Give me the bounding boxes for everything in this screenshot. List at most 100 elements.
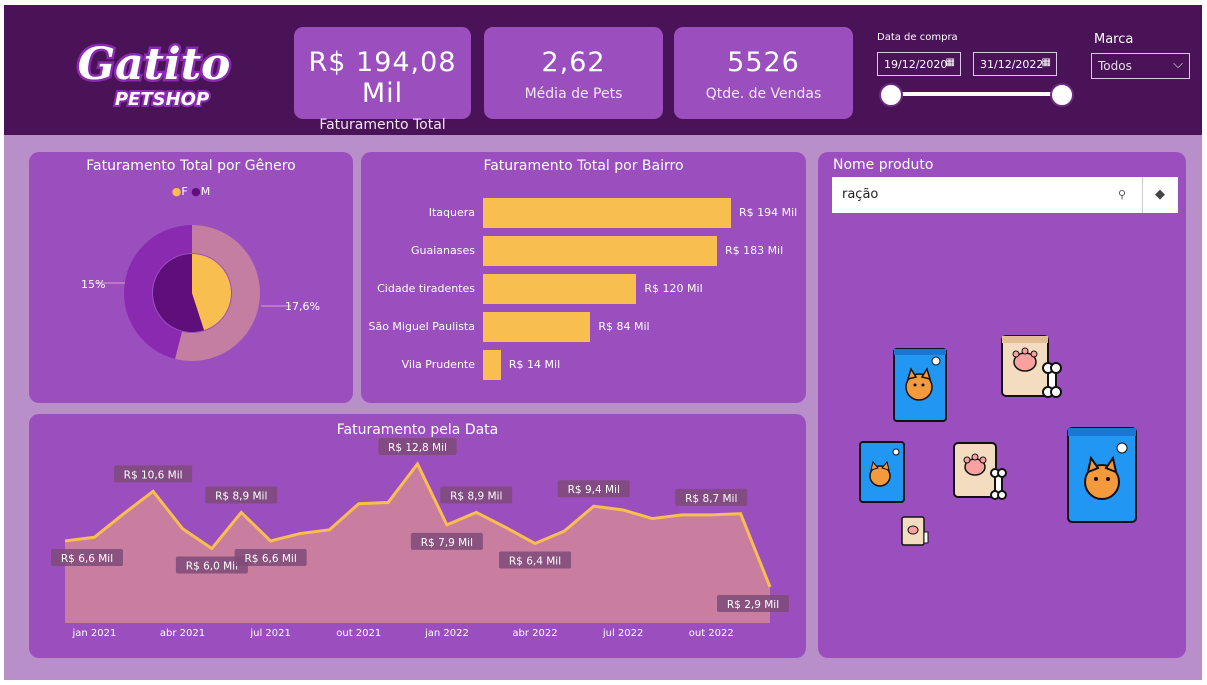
brand-selected-value: Todos — [1098, 59, 1132, 73]
bairro-bar[interactable] — [483, 236, 717, 266]
donut-slice-outer-f[interactable] — [175, 225, 260, 361]
header-bar: Gatito PETSHOP R$ 194,08 Mil Faturamento… — [4, 5, 1202, 135]
product-search-value[interactable]: ração — [842, 187, 879, 202]
date-end-value: 31/12/2022 — [980, 58, 1044, 71]
data-label: R$ 9,4 Mil — [568, 484, 620, 496]
kpi-card-media-pets: 2,62 Média de Pets — [484, 27, 663, 119]
product-image-blue-bag-small[interactable] — [858, 440, 906, 504]
bar-value-label: R$ 14 Mil — [508, 358, 561, 371]
x-tick-label: out 2021 — [336, 628, 381, 639]
legend-label-m: M — [200, 185, 211, 198]
logo-text: Gatito — [78, 39, 231, 90]
bar-category-label: Cidade tiradentes — [377, 282, 475, 295]
kpi-value: 5526 — [727, 47, 800, 78]
dashboard-canvas: Gatito PETSHOP R$ 194,08 Mil Faturamento… — [4, 5, 1202, 680]
gender-panel: Faturamento Total por Gênero ●F ●M 15% 1… — [29, 152, 353, 403]
product-image-blue-bag[interactable] — [892, 345, 948, 423]
data-label: R$ 10,6 Mil — [124, 469, 183, 481]
date-filter-label: Data de compra — [877, 32, 958, 43]
data-label: R$ 6,6 Mil — [245, 553, 297, 565]
x-tick-label: jan 2022 — [424, 628, 469, 639]
kpi-card-faturamento: R$ 194,08 Mil Faturamento Total — [294, 27, 471, 133]
bar-value-label: R$ 194 Mil — [739, 206, 798, 219]
data-label: R$ 2,9 Mil — [727, 599, 779, 611]
data-label: R$ 6,0 Mil — [186, 560, 238, 572]
bar-value-label: R$ 84 Mil — [598, 320, 650, 333]
data-label-box — [557, 480, 630, 498]
date-panel-title: Faturamento pela Data — [336, 422, 499, 438]
x-tick-label: jul 2022 — [602, 628, 644, 639]
search-icon[interactable]: ⚲ — [1117, 188, 1126, 201]
bairro-bar[interactable] — [483, 312, 591, 342]
brand-filter-label: Marca — [1094, 32, 1134, 47]
x-tick-label: out 2022 — [689, 628, 734, 639]
kpi-value: R$ 194,08 Mil — [308, 47, 457, 109]
data-label: R$ 7,9 Mil — [421, 537, 473, 549]
donut-slice-outer-m[interactable] — [123, 225, 192, 359]
x-tick-label: abr 2022 — [512, 628, 557, 639]
date-area-chart: jan 2021 abr 2021 jul 2021 out 2021 jan 2022… — [51, 438, 789, 639]
data-label-box — [378, 438, 457, 455]
donut-label-left: 15% — [81, 278, 105, 291]
date-panel: Faturamento pela Data jan 2021 abr 2021 ju… — [29, 414, 806, 658]
product-search-input[interactable]: ração ⚲ ◆ — [832, 177, 1178, 213]
donut-slice-inner-m[interactable] — [153, 254, 205, 332]
chevron-down-icon: ⌵ — [1173, 57, 1183, 72]
data-label-box — [499, 551, 571, 569]
bairro-panel: Faturamento Total por Bairro Itaquera R$ … — [361, 152, 806, 403]
kpi-value: 2,62 — [541, 47, 606, 78]
bairro-bar[interactable] — [483, 198, 731, 228]
calendar-icon[interactable]: ▦ — [1041, 57, 1051, 68]
kpi-label: Média de Pets — [524, 86, 623, 102]
product-image-beige-bag-small[interactable] — [900, 514, 934, 548]
data-label-box — [717, 594, 789, 612]
product-panel-title: Nome produto — [833, 157, 934, 173]
kpi-label: Faturamento Total — [319, 117, 446, 133]
area-line[interactable] — [64, 461, 772, 588]
donut-slice-inner-f[interactable] — [192, 254, 231, 331]
bairro-panel-title: Faturamento Total por Bairro — [483, 158, 684, 174]
x-tick-label: jan 2021 — [71, 628, 116, 639]
data-label-box — [410, 532, 483, 550]
kpi-label: Qtde. de Vendas — [705, 86, 822, 102]
product-image-blue-bag-large[interactable] — [1066, 424, 1138, 526]
data-label: R$ 8,7 Mil — [685, 493, 737, 505]
bar-value-label: R$ 183 Mil — [724, 244, 784, 257]
bar-value-label: R$ 120 Mil — [644, 282, 703, 295]
bar-category-label: Vila Prudente — [401, 358, 475, 371]
bairro-bar[interactable] — [483, 274, 637, 304]
gender-panel-title: Faturamento Total por Gênero — [86, 158, 296, 174]
product-panel: Nome produto ração ⚲ ◆ — [818, 152, 1186, 658]
data-label: R$ 12,8 Mil — [388, 442, 447, 454]
data-label: R$ 6,4 Mil — [509, 556, 561, 568]
bar-category-label: São Miguel Paulista — [368, 320, 475, 333]
date-slider-end-handle[interactable] — [1050, 83, 1074, 107]
product-image-beige-bag-medium[interactable] — [950, 439, 1014, 503]
donut-label-right: 17,6% — [285, 300, 320, 313]
gender-legend: ●F ●M — [171, 185, 211, 198]
bairro-bar[interactable] — [483, 350, 501, 380]
data-label-box — [114, 465, 193, 483]
bar-category-label: Itaquera — [428, 206, 475, 219]
brand-select[interactable]: Todos ⌵ — [1091, 53, 1190, 79]
x-tick-label: jul 2021 — [249, 628, 291, 639]
date-start-value: 19/12/2020 — [884, 58, 948, 71]
date-end-input[interactable]: 31/12/2022 ▦ — [973, 52, 1057, 76]
calendar-icon[interactable]: ▦ — [945, 57, 955, 68]
date-slider-track[interactable] — [894, 92, 1066, 96]
data-label-box — [205, 486, 278, 504]
gatito-petshop-logo: Gatito PETSHOP — [75, 37, 233, 113]
data-label: R$ 8,9 Mil — [450, 490, 502, 502]
data-label-box — [440, 486, 513, 504]
eraser-icon[interactable]: ◆ — [1142, 177, 1178, 213]
date-start-input[interactable]: 19/12/2020 ▦ — [877, 52, 961, 76]
legend-label-f: F — [181, 185, 188, 198]
data-label: R$ 8,9 Mil — [215, 490, 267, 502]
bar-category-label: Guaianases — [411, 244, 475, 257]
gender-donut-chart: 15% 17,6% — [81, 225, 320, 361]
product-image-beige-bag[interactable] — [998, 332, 1068, 400]
data-label-box — [675, 488, 748, 506]
data-label-box — [234, 549, 307, 567]
date-slider-start-handle[interactable] — [879, 83, 903, 107]
x-tick-label: abr 2021 — [160, 628, 205, 639]
